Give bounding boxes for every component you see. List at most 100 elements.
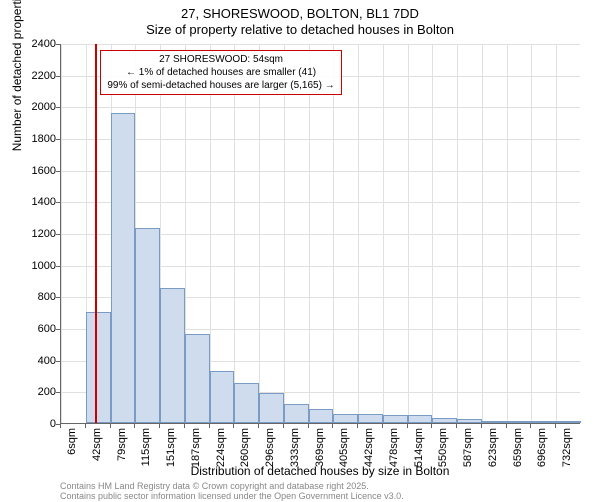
gridline-v [210, 44, 211, 423]
y-tick [56, 392, 60, 393]
y-tick-label: 400 [16, 355, 56, 367]
histogram-bar [358, 414, 383, 424]
gridline-h [61, 139, 580, 140]
x-tick [283, 424, 284, 428]
plot-area [60, 44, 580, 424]
y-tick-label: 600 [16, 323, 56, 335]
histogram-bar [284, 404, 309, 423]
histogram-bar [432, 418, 457, 423]
y-tick [56, 329, 60, 330]
gridline-v [309, 44, 310, 423]
y-tick [56, 139, 60, 140]
x-tick [85, 424, 86, 428]
gridline-v [457, 44, 458, 423]
gridline-h [61, 44, 580, 45]
x-tick-label: 187sqm [190, 428, 202, 468]
callout-line2: ← 1% of detached houses are smaller (41) [107, 66, 334, 79]
gridline-h [61, 202, 580, 203]
y-tick-label: 1400 [16, 196, 56, 208]
x-tick [209, 424, 210, 428]
gridline-v [61, 44, 62, 423]
histogram-bar [507, 421, 532, 423]
x-tick [382, 424, 383, 428]
histogram-bar [383, 415, 408, 423]
chart-title-line1: 27, SHORESWOOD, BOLTON, BL1 7DD [0, 6, 600, 21]
y-tick-label: 1800 [16, 133, 56, 145]
x-tick-label: 296sqm [264, 428, 276, 468]
x-tick-label: 732sqm [561, 428, 573, 468]
x-tick [456, 424, 457, 428]
y-tick-label: 2400 [16, 38, 56, 50]
x-tick [184, 424, 185, 428]
gridline-v [234, 44, 235, 423]
x-tick [431, 424, 432, 428]
histogram-bar [160, 288, 185, 423]
y-tick [56, 171, 60, 172]
x-tick [258, 424, 259, 428]
x-tick-label: 623sqm [487, 428, 499, 468]
x-tick-label: 260sqm [239, 428, 251, 468]
histogram-bar [457, 419, 482, 423]
gridline-v [284, 44, 285, 423]
gridline-v [333, 44, 334, 423]
x-tick [60, 424, 61, 428]
histogram-bar [556, 421, 581, 423]
chart-title-line2: Size of property relative to detached ho… [0, 22, 600, 37]
gridline-v [408, 44, 409, 423]
x-tick [357, 424, 358, 428]
x-tick [233, 424, 234, 428]
x-tick [555, 424, 556, 428]
x-tick [332, 424, 333, 428]
x-tick [530, 424, 531, 428]
y-tick [56, 44, 60, 45]
x-tick-label: 369sqm [314, 428, 326, 468]
histogram-bar [210, 371, 235, 423]
histogram-bar [309, 409, 334, 423]
y-tick [56, 266, 60, 267]
gridline-v [507, 44, 508, 423]
x-tick-label: 115sqm [140, 428, 152, 468]
x-tick [481, 424, 482, 428]
x-tick-label: 550sqm [437, 428, 449, 468]
histogram-bar [135, 228, 160, 423]
histogram-bar [531, 421, 556, 423]
x-tick [134, 424, 135, 428]
x-tick [308, 424, 309, 428]
x-tick-label: 442sqm [363, 428, 375, 468]
histogram-bar [408, 415, 433, 423]
footer-line2: Contains public sector information licen… [60, 492, 404, 502]
x-tick-label: 514sqm [413, 428, 425, 468]
x-tick-label: 405sqm [338, 428, 350, 468]
histogram-bar [111, 113, 136, 423]
gridline-h [61, 107, 580, 108]
histogram-bar [482, 421, 507, 423]
y-tick-label: 1600 [16, 165, 56, 177]
x-tick-label: 79sqm [116, 428, 128, 468]
x-tick [110, 424, 111, 428]
x-tick [506, 424, 507, 428]
y-tick [56, 76, 60, 77]
x-tick-label: 659sqm [512, 428, 524, 468]
gridline-h [61, 171, 580, 172]
callout-line1: 27 SHORESWOOD: 54sqm [107, 53, 334, 66]
gridline-v [259, 44, 260, 423]
y-tick-label: 1200 [16, 228, 56, 240]
marker-line [95, 44, 97, 423]
y-tick-label: 0 [16, 418, 56, 430]
gridline-v [531, 44, 532, 423]
x-tick [159, 424, 160, 428]
x-tick-label: 696sqm [536, 428, 548, 468]
gridline-v [383, 44, 384, 423]
chart-container: 27, SHORESWOOD, BOLTON, BL1 7DD Size of … [0, 0, 600, 500]
x-tick-label: 42sqm [91, 428, 103, 468]
x-tick-label: 333sqm [289, 428, 301, 468]
histogram-bar [333, 414, 358, 424]
x-tick [407, 424, 408, 428]
gridline-v [432, 44, 433, 423]
y-tick [56, 202, 60, 203]
x-tick-label: 6sqm [66, 428, 78, 468]
y-tick-label: 2200 [16, 70, 56, 82]
gridline-v [556, 44, 557, 423]
x-tick-label: 587sqm [462, 428, 474, 468]
gridline-v [482, 44, 483, 423]
